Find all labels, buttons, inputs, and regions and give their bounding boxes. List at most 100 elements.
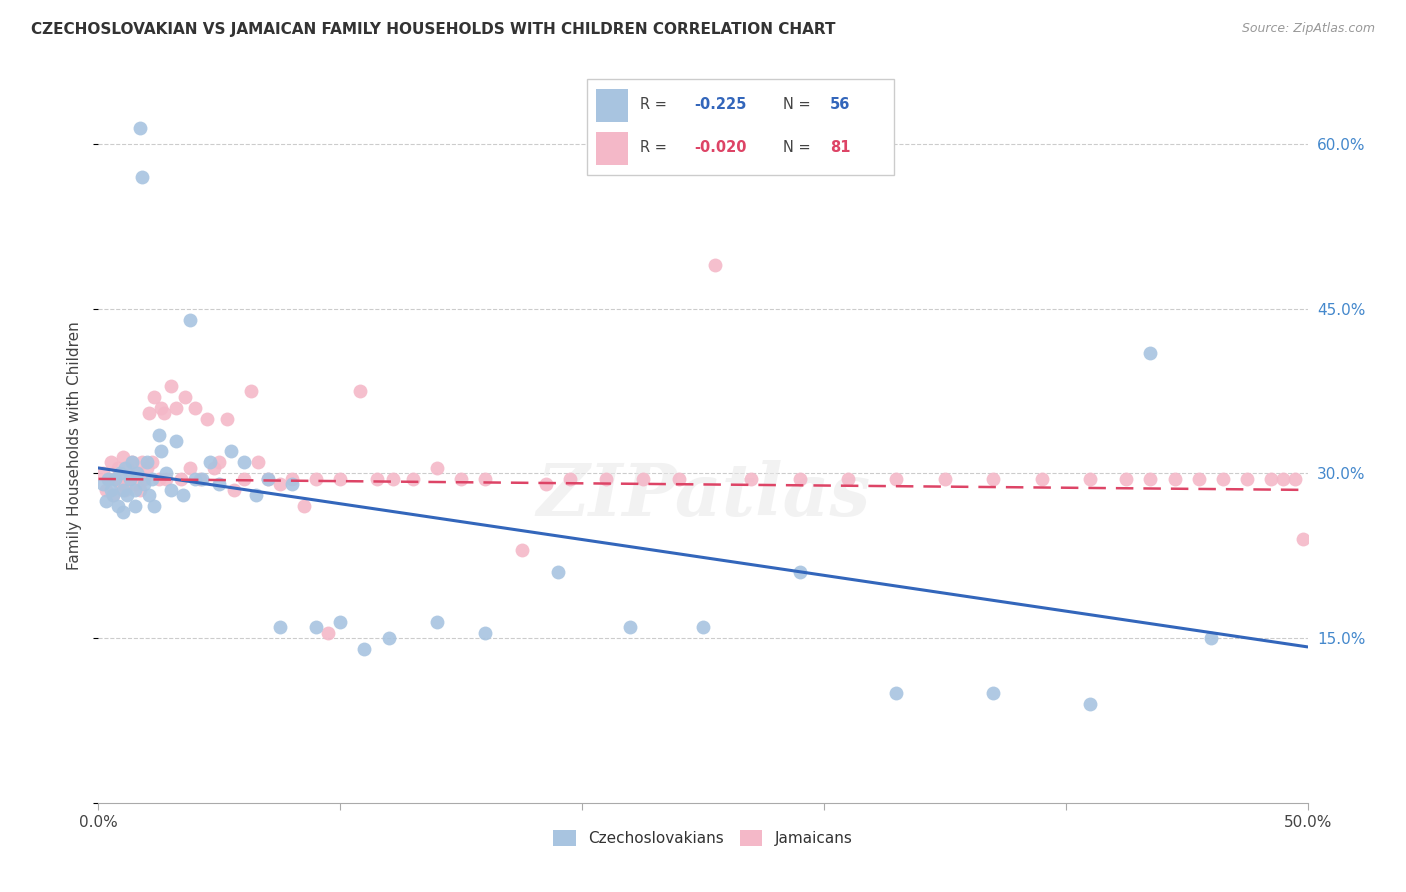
Point bbox=[474, 472, 496, 486]
Point bbox=[131, 169, 153, 184]
Point bbox=[111, 450, 134, 464]
Point bbox=[188, 472, 211, 486]
Point bbox=[94, 494, 117, 508]
Point bbox=[789, 566, 811, 580]
Point bbox=[547, 566, 569, 580]
Point bbox=[128, 120, 150, 135]
Point bbox=[247, 455, 270, 469]
Point bbox=[329, 472, 352, 486]
Point bbox=[107, 461, 129, 475]
Point bbox=[101, 488, 124, 502]
Point bbox=[179, 461, 201, 475]
Point bbox=[1284, 472, 1306, 486]
Point bbox=[100, 455, 122, 469]
Point bbox=[100, 483, 122, 497]
Point bbox=[97, 472, 120, 486]
Point bbox=[1139, 345, 1161, 359]
Point bbox=[1078, 697, 1101, 711]
Point bbox=[316, 625, 339, 640]
Point bbox=[269, 620, 291, 634]
Point bbox=[474, 625, 496, 640]
Point bbox=[91, 467, 114, 481]
Point bbox=[128, 483, 150, 497]
Point bbox=[184, 401, 207, 415]
Point bbox=[160, 483, 183, 497]
Text: Source: ZipAtlas.com: Source: ZipAtlas.com bbox=[1241, 22, 1375, 36]
Point bbox=[281, 477, 304, 491]
Point bbox=[981, 686, 1004, 700]
Point bbox=[150, 444, 173, 458]
Point bbox=[114, 483, 136, 497]
Point bbox=[426, 615, 449, 629]
Point bbox=[349, 384, 371, 398]
Point bbox=[886, 472, 908, 486]
Point bbox=[450, 472, 472, 486]
FancyBboxPatch shape bbox=[596, 89, 627, 122]
Point bbox=[1115, 472, 1137, 486]
Point bbox=[111, 483, 134, 497]
Point bbox=[1236, 472, 1258, 486]
Point bbox=[141, 455, 163, 469]
Point bbox=[619, 620, 641, 634]
Point bbox=[134, 477, 156, 491]
Point bbox=[215, 411, 238, 425]
Point bbox=[245, 488, 267, 502]
Point bbox=[143, 500, 166, 514]
Point bbox=[127, 467, 149, 481]
Point bbox=[121, 455, 143, 469]
Point bbox=[101, 488, 124, 502]
Point bbox=[134, 472, 156, 486]
Point bbox=[631, 472, 654, 486]
Text: R =: R = bbox=[641, 140, 672, 155]
Point bbox=[165, 401, 187, 415]
Point bbox=[1199, 631, 1222, 645]
Point bbox=[510, 543, 533, 558]
Point bbox=[329, 615, 352, 629]
FancyBboxPatch shape bbox=[586, 78, 894, 176]
Point bbox=[155, 472, 177, 486]
Point bbox=[1292, 533, 1315, 547]
Point bbox=[426, 461, 449, 475]
Point bbox=[184, 472, 207, 486]
Point bbox=[124, 500, 146, 514]
Point bbox=[174, 390, 197, 404]
Point bbox=[1212, 472, 1234, 486]
Point bbox=[111, 472, 134, 486]
Text: R =: R = bbox=[641, 97, 672, 112]
Point bbox=[124, 477, 146, 491]
Point bbox=[1139, 472, 1161, 486]
Text: -0.020: -0.020 bbox=[695, 140, 747, 155]
Point bbox=[232, 455, 254, 469]
Point bbox=[118, 472, 141, 486]
Point bbox=[740, 472, 762, 486]
Point bbox=[135, 461, 157, 475]
Point bbox=[256, 472, 278, 486]
Point bbox=[138, 406, 160, 420]
Point bbox=[1031, 472, 1053, 486]
Text: 81: 81 bbox=[830, 140, 851, 155]
Point bbox=[281, 472, 304, 486]
Point bbox=[104, 472, 127, 486]
Text: ZIPatlas: ZIPatlas bbox=[536, 460, 870, 532]
Point bbox=[704, 258, 727, 272]
Point bbox=[292, 500, 315, 514]
Point bbox=[305, 472, 328, 486]
Point bbox=[117, 461, 139, 475]
Point bbox=[232, 472, 254, 486]
Point bbox=[1163, 472, 1185, 486]
Point bbox=[837, 472, 859, 486]
Point bbox=[152, 406, 174, 420]
Point bbox=[208, 455, 231, 469]
Point bbox=[789, 472, 811, 486]
Point bbox=[269, 477, 291, 491]
FancyBboxPatch shape bbox=[596, 132, 627, 165]
Point bbox=[366, 472, 388, 486]
Point bbox=[121, 455, 143, 469]
Point bbox=[204, 461, 226, 475]
Point bbox=[107, 500, 129, 514]
Point bbox=[934, 472, 956, 486]
Point bbox=[148, 428, 170, 442]
Point bbox=[135, 455, 157, 469]
Point bbox=[108, 467, 131, 481]
Point bbox=[131, 455, 153, 469]
